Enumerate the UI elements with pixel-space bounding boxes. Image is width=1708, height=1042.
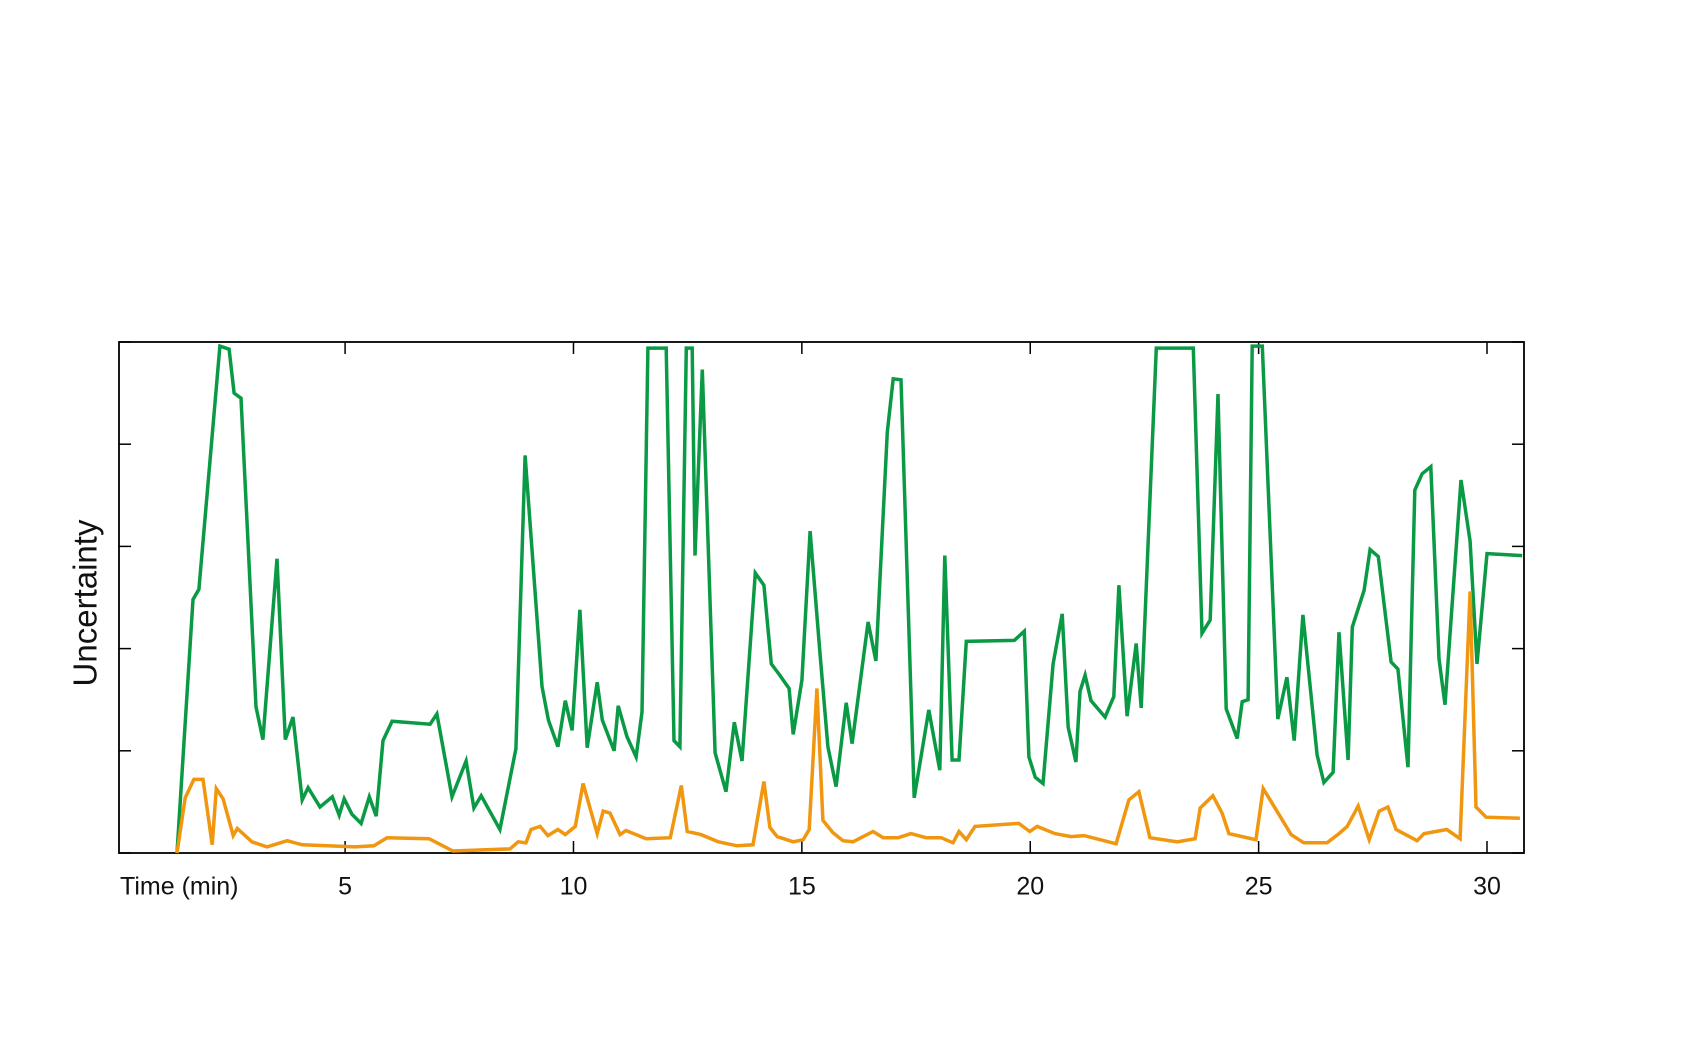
x-tick-label: 15 <box>788 873 816 901</box>
x-tick-label: 5 <box>338 873 352 901</box>
x-tick-label: 10 <box>560 873 588 901</box>
x-tick-label: 25 <box>1245 873 1273 901</box>
x-tick-label: 20 <box>1016 873 1044 901</box>
x-tick-label: 30 <box>1473 873 1501 901</box>
series-line <box>175 591 1520 854</box>
y-axis-label: Uncertainty <box>67 519 104 686</box>
plot-frame <box>118 341 1525 854</box>
series-line <box>175 343 1523 854</box>
x-axis-label: Time (min) <box>120 873 239 901</box>
